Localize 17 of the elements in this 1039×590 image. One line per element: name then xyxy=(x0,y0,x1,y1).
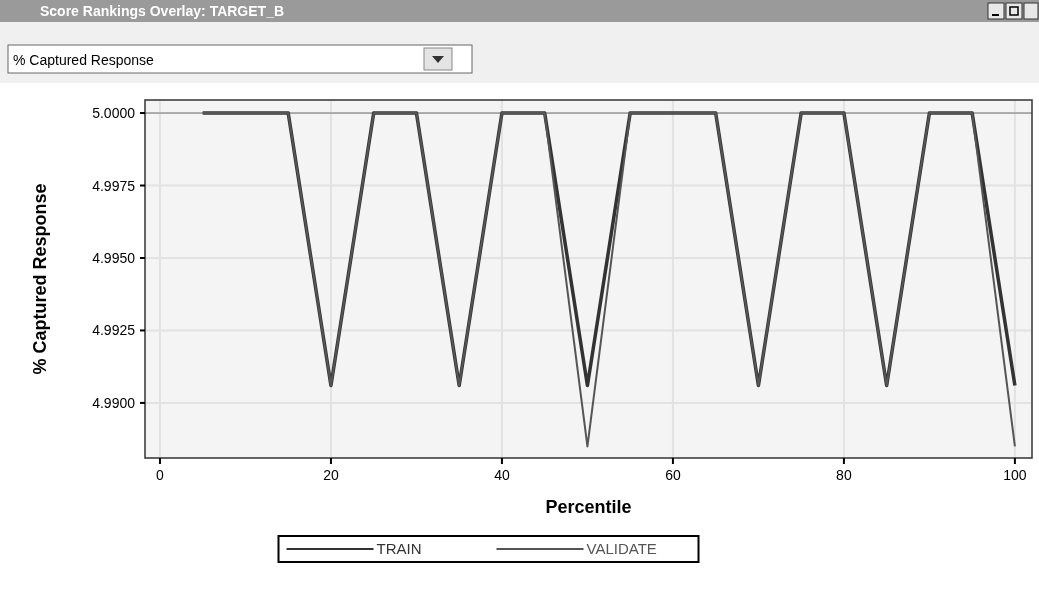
y-tick-label: 4.9900 xyxy=(92,394,136,411)
x-tick-label: 20 xyxy=(323,467,339,483)
y-tick-label: 4.9950 xyxy=(92,249,136,266)
x-tick-label: 0 xyxy=(156,467,165,483)
y-tick-label: 4.9925 xyxy=(92,322,136,339)
text: VALIDATE xyxy=(586,540,657,557)
x-tick-label: 80 xyxy=(836,467,852,483)
y-tick-label: 5.0000 xyxy=(92,105,136,122)
x-tick-label: 40 xyxy=(494,467,510,483)
text: TRAIN xyxy=(376,540,422,557)
y-axis-title: % Captured Response xyxy=(30,183,50,375)
x-tick-label: 100 xyxy=(1003,467,1027,483)
y-tick-label: 4.9975 xyxy=(92,177,136,194)
chart-subtitle: % Captured Response xyxy=(13,52,155,68)
chart-title: Score Rankings Overlay: TARGET_B xyxy=(40,3,285,19)
x-axis-title: Percentile xyxy=(545,497,632,517)
x-tick-label: 60 xyxy=(665,467,681,483)
